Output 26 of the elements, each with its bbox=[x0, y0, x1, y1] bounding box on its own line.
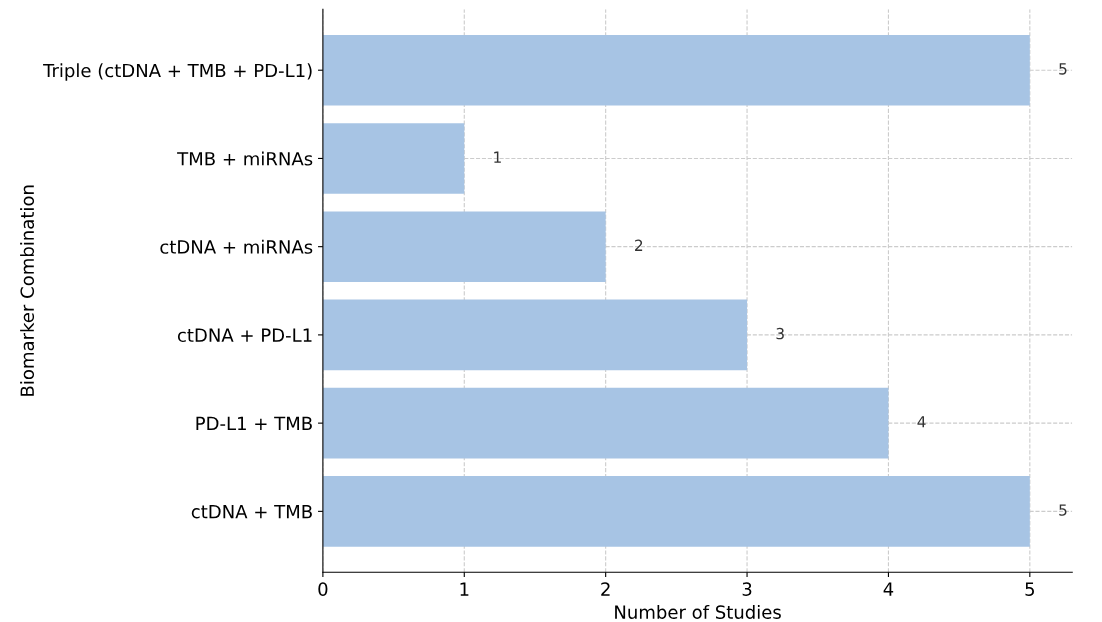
x-tick-label: 4 bbox=[883, 582, 894, 596]
bar bbox=[322, 123, 465, 194]
data-label: 5 bbox=[1059, 504, 1067, 516]
y-tick-label: ctDNA + PD-L1 bbox=[177, 328, 312, 343]
bar bbox=[322, 211, 606, 282]
bar bbox=[322, 34, 1030, 106]
y-tick-label: TMB + miRNAs bbox=[177, 151, 313, 166]
y-tick-label: ctDNA + TMB bbox=[191, 505, 312, 519]
x-tick-label: 2 bbox=[601, 582, 610, 596]
data-label: 5 bbox=[1059, 63, 1067, 75]
x-tick-label: 3 bbox=[742, 582, 752, 596]
data-label: 3 bbox=[776, 327, 784, 340]
x-axis-title: Number of Studies bbox=[615, 604, 781, 619]
y-tick-label: PD-L1 + TMB bbox=[196, 416, 312, 430]
x-tick-label: 0 bbox=[318, 582, 328, 596]
y-tick-label: ctDNA + miRNAs bbox=[160, 239, 313, 254]
bar bbox=[322, 476, 1030, 547]
y-tick-label: Triple (ctDNA + TMB + PD-L1) bbox=[43, 63, 312, 81]
y-axis-title: Biomarker Combination bbox=[20, 185, 35, 396]
data-label: 1 bbox=[494, 151, 501, 163]
data-label: 4 bbox=[917, 416, 926, 428]
bar bbox=[322, 387, 889, 459]
bar bbox=[322, 299, 748, 371]
x-tick-label: 1 bbox=[460, 582, 469, 596]
x-tick-label: 5 bbox=[1025, 582, 1034, 596]
data-label: 2 bbox=[635, 239, 643, 251]
